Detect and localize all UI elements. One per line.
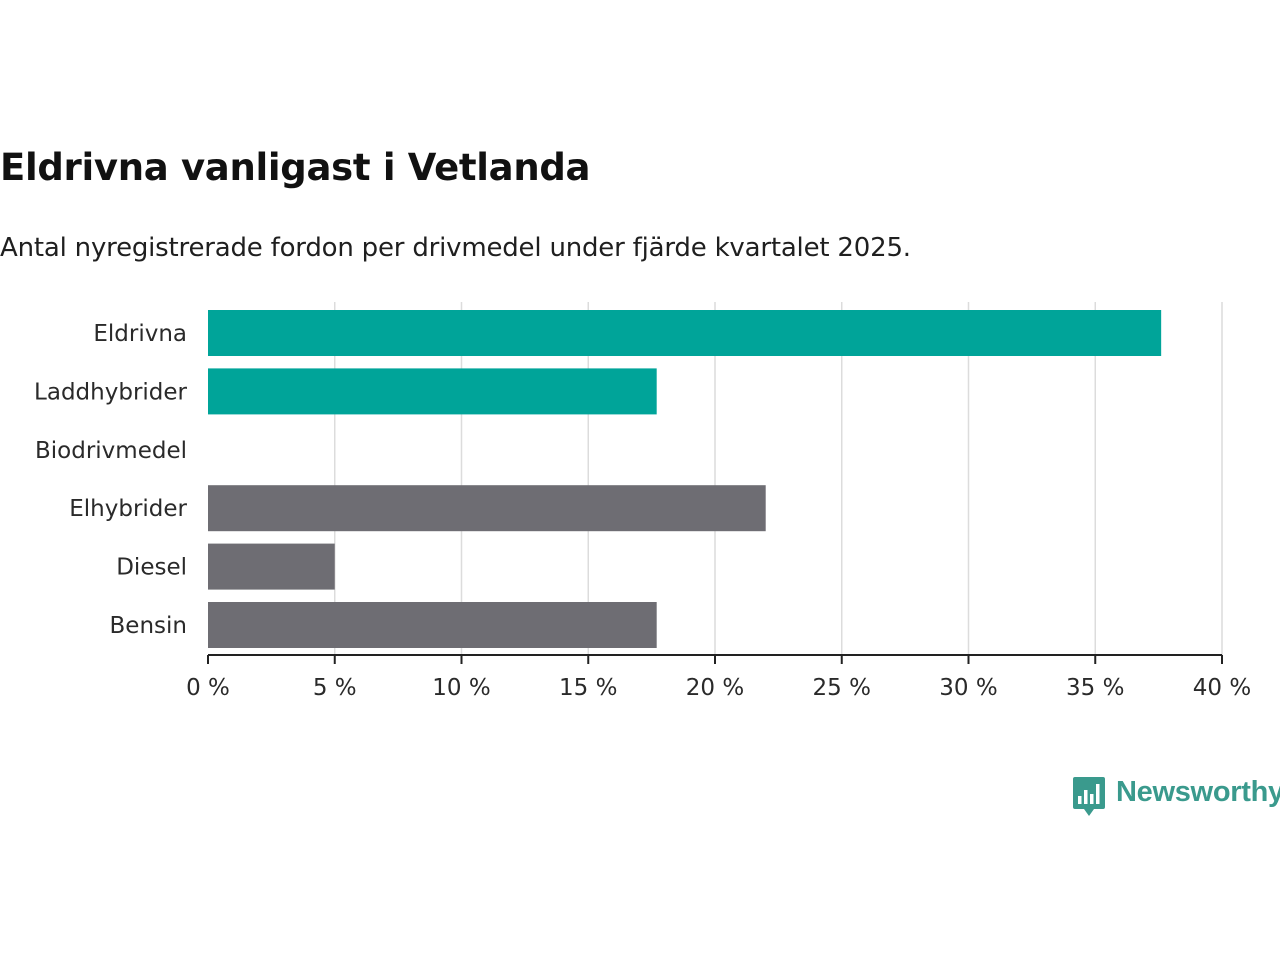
bar-bensin <box>208 602 657 648</box>
x-tick-label: 30 % <box>939 675 997 701</box>
bar-eldrivna <box>208 310 1162 356</box>
bar-laddhybrider <box>208 368 657 415</box>
bar-elhybrider <box>208 485 766 532</box>
bar-diesel <box>208 543 335 590</box>
category-label: Elhybrider <box>69 496 187 522</box>
x-tick-label: 15 % <box>559 675 617 701</box>
category-label: Eldrivna <box>93 321 187 347</box>
category-label: Laddhybrider <box>34 379 187 405</box>
x-tick-label: 40 % <box>1193 675 1251 701</box>
x-tick-label: 35 % <box>1066 675 1124 701</box>
category-label: Diesel <box>116 555 187 581</box>
newsworthy-logo: Newsworthy <box>1072 776 1280 818</box>
chart-subtitle: Antal nyregistrerade fordon per drivmede… <box>0 233 911 263</box>
brand-name: Newsworthy <box>1116 776 1280 808</box>
x-tick-label: 10 % <box>432 675 490 701</box>
x-tick-label: 25 % <box>813 675 871 701</box>
x-tick-label: 5 % <box>313 675 357 701</box>
bar-chart-speech-bubble-icon <box>1073 777 1105 816</box>
category-label: Biodrivmedel <box>35 438 187 464</box>
chart-title: Eldrivna vanligast i Vetlanda <box>0 146 591 189</box>
category-label: Bensin <box>110 613 187 639</box>
x-tick-label: 0 % <box>186 675 230 701</box>
x-tick-label: 20 % <box>686 675 744 701</box>
